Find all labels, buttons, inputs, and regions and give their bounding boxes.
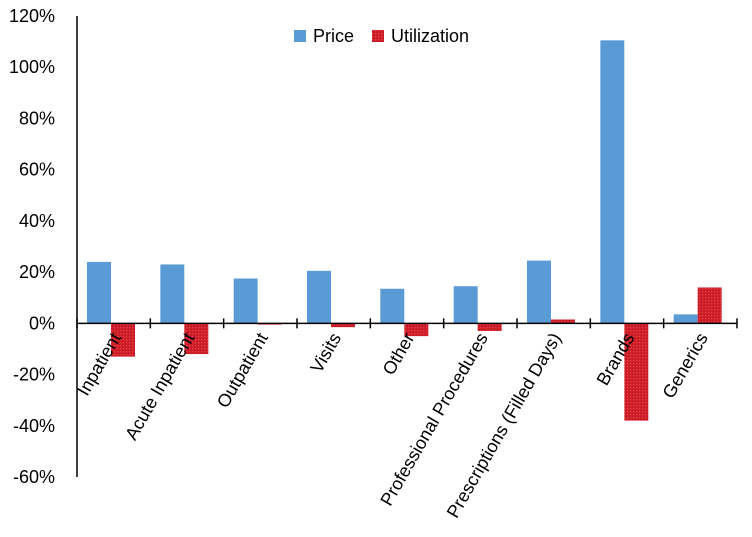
bar-utilization-7 — [624, 323, 649, 421]
y-tick-label: 100% — [9, 57, 55, 77]
bar-utilization-3 — [331, 323, 355, 328]
y-tick-label: 120% — [9, 6, 55, 26]
y-tick-label: 40% — [19, 211, 55, 231]
bar-price-7 — [600, 40, 625, 324]
legend-label-utilization: Utilization — [391, 26, 469, 46]
x-category-label: Generics — [658, 329, 711, 401]
bar-price-6 — [527, 260, 551, 324]
y-tick-label: -40% — [13, 416, 55, 436]
bar-price-1 — [160, 264, 185, 324]
legend-swatch-utilization — [372, 30, 384, 42]
legend-swatch-price — [294, 30, 306, 42]
x-category-label: Outpatient — [213, 329, 272, 411]
bar-price-8 — [673, 314, 698, 324]
y-tick-label: -60% — [13, 467, 55, 487]
bar-utilization-4 — [404, 323, 429, 337]
bars — [87, 40, 722, 421]
x-category-label: Inpatient — [73, 329, 125, 399]
x-category-label: Visits — [306, 329, 345, 376]
y-tick-label: 80% — [19, 108, 55, 128]
legend: Price Utilization — [294, 26, 469, 46]
bar-utilization-8 — [697, 287, 722, 324]
y-tick-label: -20% — [13, 365, 55, 385]
bar-price-5 — [453, 286, 478, 324]
y-tick-label: 60% — [19, 160, 55, 180]
bar-price-0 — [87, 261, 111, 324]
y-tick-label: 20% — [19, 262, 55, 282]
y-tick-label: 0% — [29, 313, 55, 333]
x-category-label: Other — [379, 329, 419, 378]
bar-price-3 — [307, 270, 331, 324]
bar-utilization-1 — [184, 323, 209, 355]
bar-price-4 — [380, 288, 405, 324]
legend-label-price: Price — [313, 26, 354, 46]
y-axis-ticks: -60% -40% -20% 0% 20% 40% 60% 80% 100% 120% — [9, 6, 55, 487]
bar-price-2 — [233, 278, 258, 324]
axes — [76, 16, 738, 477]
bar-utilization-6 — [551, 319, 575, 324]
bar-utilization-5 — [477, 323, 502, 332]
bar-utilization-0 — [111, 323, 135, 357]
